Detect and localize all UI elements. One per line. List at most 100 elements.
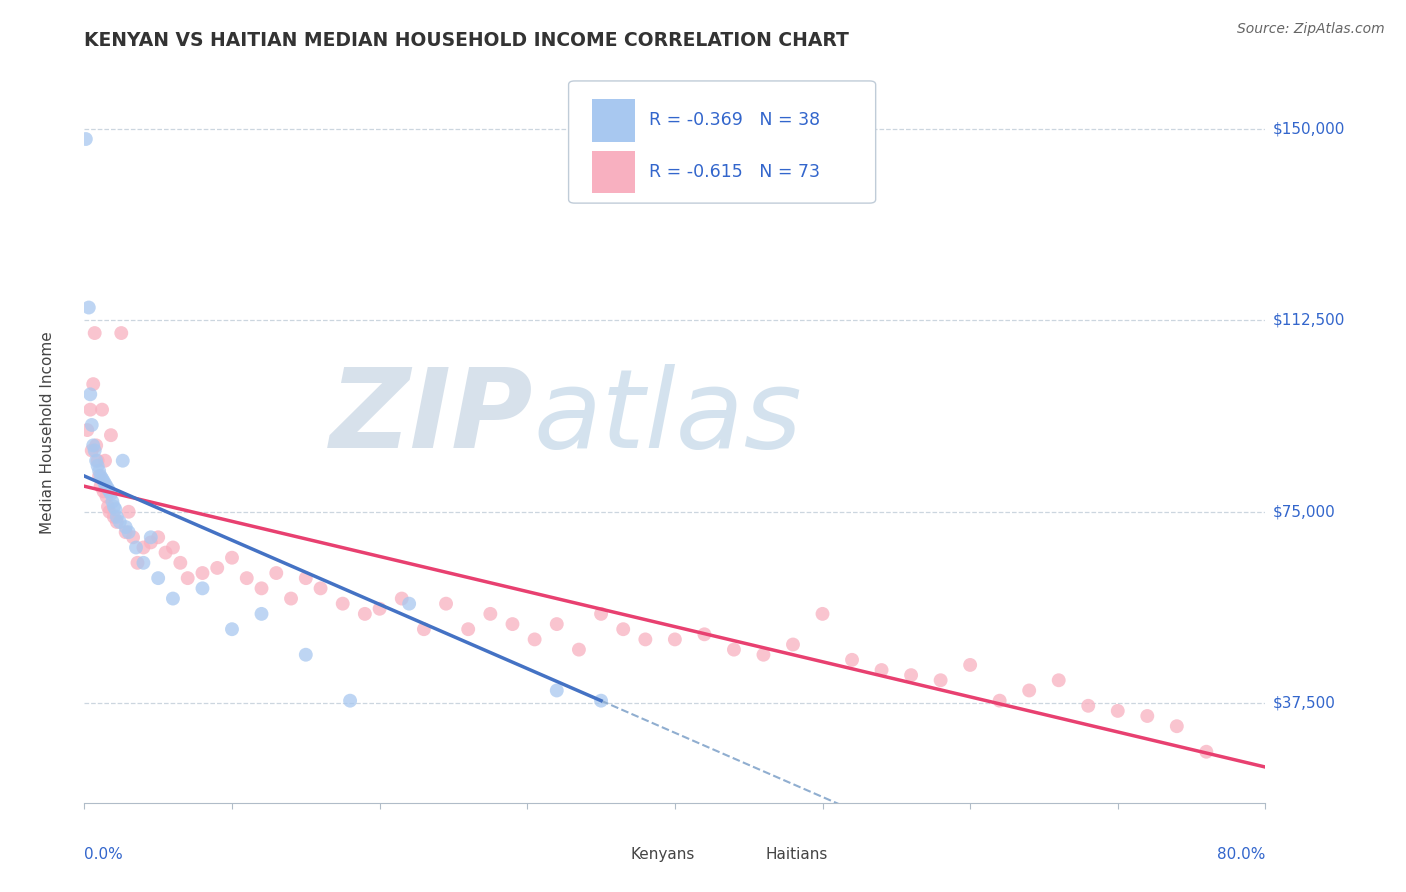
Text: 80.0%: 80.0% bbox=[1218, 847, 1265, 863]
Point bbox=[191, 582, 214, 596]
Point bbox=[98, 505, 121, 519]
Point bbox=[77, 301, 100, 315]
Point bbox=[75, 132, 97, 146]
Text: Kenyans: Kenyans bbox=[630, 847, 695, 863]
Text: atlas: atlas bbox=[533, 364, 801, 471]
Point bbox=[97, 500, 120, 514]
Point bbox=[105, 515, 128, 529]
Point bbox=[900, 668, 922, 682]
Text: $37,500: $37,500 bbox=[1272, 696, 1336, 711]
Text: KENYAN VS HAITIAN MEDIAN HOUSEHOLD INCOME CORRELATION CHART: KENYAN VS HAITIAN MEDIAN HOUSEHOLD INCOM… bbox=[84, 30, 849, 50]
Point bbox=[266, 566, 288, 580]
Point bbox=[612, 622, 634, 636]
Point bbox=[870, 663, 893, 677]
Point bbox=[93, 484, 115, 499]
Point bbox=[693, 627, 716, 641]
Point bbox=[162, 591, 184, 606]
Point bbox=[139, 530, 162, 544]
Point bbox=[811, 607, 834, 621]
Point bbox=[634, 632, 657, 647]
Point bbox=[1107, 704, 1129, 718]
Point bbox=[132, 556, 155, 570]
Point bbox=[82, 377, 104, 392]
Point bbox=[125, 541, 148, 555]
Bar bbox=[592, 151, 634, 194]
Point bbox=[309, 582, 332, 596]
Point bbox=[752, 648, 775, 662]
Point bbox=[104, 502, 127, 516]
Point bbox=[664, 632, 686, 647]
Point bbox=[568, 642, 591, 657]
Point bbox=[82, 438, 104, 452]
Point bbox=[546, 617, 568, 632]
Point bbox=[83, 443, 105, 458]
Point bbox=[1136, 709, 1159, 723]
Point bbox=[80, 443, 103, 458]
Point bbox=[96, 479, 118, 493]
Text: 0.0%: 0.0% bbox=[84, 847, 124, 863]
Point bbox=[841, 653, 863, 667]
Point bbox=[114, 520, 136, 534]
Point bbox=[132, 541, 155, 555]
Point bbox=[434, 597, 457, 611]
Point bbox=[90, 479, 112, 493]
Point bbox=[93, 474, 115, 488]
Point bbox=[250, 582, 273, 596]
Point bbox=[79, 402, 101, 417]
Point bbox=[221, 622, 243, 636]
Point bbox=[162, 541, 184, 555]
Point bbox=[103, 509, 125, 524]
Point bbox=[368, 601, 391, 615]
Point bbox=[108, 515, 131, 529]
Point bbox=[139, 535, 162, 549]
Point bbox=[1018, 683, 1040, 698]
Text: $112,500: $112,500 bbox=[1272, 313, 1346, 327]
Point bbox=[127, 556, 149, 570]
Point bbox=[391, 591, 413, 606]
Point bbox=[86, 458, 108, 473]
Text: R = -0.369   N = 38: R = -0.369 N = 38 bbox=[650, 112, 820, 129]
FancyBboxPatch shape bbox=[568, 81, 876, 203]
Point bbox=[118, 525, 141, 540]
Point bbox=[591, 694, 613, 708]
Point bbox=[339, 694, 361, 708]
Point bbox=[100, 428, 122, 442]
Text: Median Household Income: Median Household Income bbox=[39, 331, 55, 534]
Text: Source: ZipAtlas.com: Source: ZipAtlas.com bbox=[1237, 22, 1385, 37]
Text: $150,000: $150,000 bbox=[1272, 121, 1346, 136]
Point bbox=[87, 469, 111, 483]
Point bbox=[110, 326, 132, 340]
Point bbox=[94, 453, 117, 467]
Point bbox=[457, 622, 479, 636]
Point bbox=[250, 607, 273, 621]
Point bbox=[1195, 745, 1218, 759]
Point bbox=[398, 597, 420, 611]
Point bbox=[90, 469, 112, 483]
Point bbox=[80, 417, 103, 432]
Point bbox=[1047, 673, 1070, 688]
Point bbox=[105, 509, 128, 524]
Point bbox=[988, 694, 1011, 708]
Point bbox=[83, 326, 105, 340]
Point bbox=[191, 566, 214, 580]
Point bbox=[98, 484, 121, 499]
Bar bbox=[728, 840, 754, 869]
Point bbox=[100, 487, 122, 501]
Point bbox=[101, 494, 124, 508]
Point bbox=[155, 546, 177, 560]
Point bbox=[782, 638, 804, 652]
Point bbox=[91, 472, 114, 486]
Point bbox=[79, 387, 101, 401]
Point bbox=[86, 453, 108, 467]
Text: $75,000: $75,000 bbox=[1272, 504, 1336, 519]
Point bbox=[122, 530, 145, 544]
Bar bbox=[592, 99, 634, 142]
Point bbox=[148, 530, 170, 544]
Text: Haitians: Haitians bbox=[766, 847, 828, 863]
Point bbox=[929, 673, 952, 688]
Point bbox=[501, 617, 523, 632]
Point bbox=[97, 482, 120, 496]
Point bbox=[84, 453, 107, 467]
Point bbox=[295, 648, 318, 662]
Point bbox=[207, 561, 229, 575]
